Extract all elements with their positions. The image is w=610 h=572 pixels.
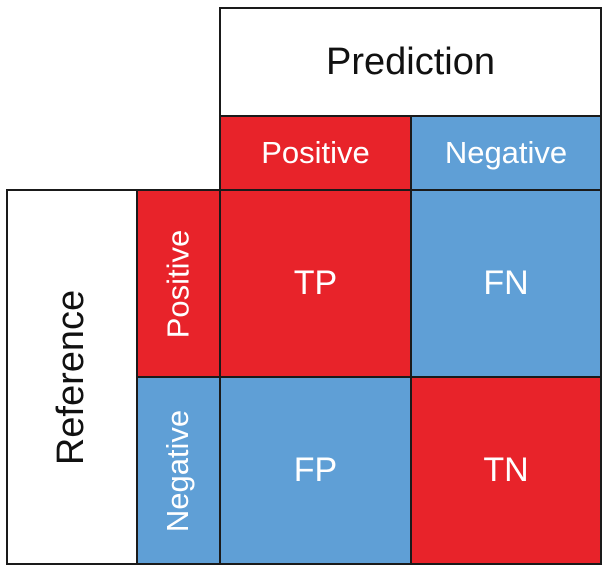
reference-positive-header: Positive (136, 189, 221, 378)
reference-positive-label: Positive (160, 229, 196, 338)
cell-false-negative: FN (410, 189, 602, 378)
prediction-negative-header: Negative (410, 115, 602, 191)
cell-fp-label: FP (293, 451, 338, 489)
cell-false-positive: FP (219, 376, 412, 565)
reference-negative-label: Negative (160, 409, 196, 532)
prediction-negative-label: Negative (444, 135, 568, 170)
cell-tn-label: TN (483, 451, 529, 489)
cell-tp-label: TP (293, 264, 338, 302)
prediction-positive-label: Positive (261, 135, 370, 170)
reference-header: Reference (6, 189, 138, 565)
prediction-header: Prediction (219, 7, 602, 117)
prediction-title: Prediction (326, 40, 495, 83)
prediction-positive-header: Positive (219, 115, 412, 191)
cell-true-negative: TN (410, 376, 602, 565)
reference-title: Reference (50, 289, 93, 465)
cell-true-positive: TP (219, 189, 412, 378)
reference-negative-header: Negative (136, 376, 221, 565)
cell-fn-label: FN (483, 264, 529, 302)
